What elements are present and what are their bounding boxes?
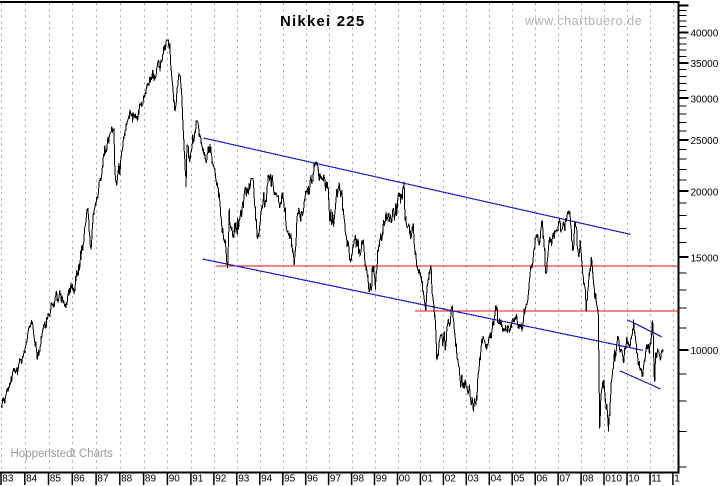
svg-text:30000: 30000 — [691, 94, 719, 105]
svg-text:94: 94 — [261, 474, 273, 485]
svg-text:35000: 35000 — [691, 59, 719, 70]
svg-text:90: 90 — [169, 474, 181, 485]
svg-text:10000: 10000 — [691, 346, 719, 357]
svg-text:02: 02 — [445, 474, 457, 485]
svg-text:40000: 40000 — [691, 29, 719, 40]
svg-text:Hoppenstedt Charts: Hoppenstedt Charts — [11, 448, 114, 460]
svg-text:www.chartbuero.de: www.chartbuero.de — [524, 14, 642, 28]
svg-text:08: 08 — [582, 474, 594, 485]
svg-text:00: 00 — [399, 474, 411, 485]
svg-text:84: 84 — [26, 474, 38, 485]
svg-text:91: 91 — [192, 474, 204, 485]
svg-text:20000: 20000 — [691, 187, 719, 198]
svg-text:92: 92 — [215, 474, 227, 485]
svg-text:98: 98 — [353, 474, 365, 485]
svg-text:85: 85 — [50, 474, 62, 485]
svg-text:97: 97 — [330, 474, 342, 485]
svg-text:03: 03 — [468, 474, 480, 485]
svg-text:25000: 25000 — [691, 136, 719, 147]
svg-text:Nikkei 225: Nikkei 225 — [280, 13, 365, 30]
svg-text:15000: 15000 — [691, 253, 719, 264]
svg-text:01: 01 — [422, 474, 434, 485]
svg-text:04: 04 — [491, 474, 503, 485]
svg-text:07: 07 — [559, 474, 571, 485]
svg-text:11: 11 — [651, 474, 662, 485]
svg-text:86: 86 — [74, 474, 86, 485]
svg-text:05: 05 — [514, 474, 526, 485]
svg-text:83: 83 — [2, 474, 14, 485]
svg-text:010: 010 — [605, 474, 622, 485]
svg-text:10: 10 — [628, 474, 640, 485]
svg-text:89: 89 — [145, 474, 157, 485]
svg-text:06: 06 — [537, 474, 549, 485]
svg-text:87: 87 — [97, 474, 109, 485]
svg-text:88: 88 — [121, 474, 133, 485]
svg-text:96: 96 — [307, 474, 319, 485]
svg-text:93: 93 — [238, 474, 250, 485]
svg-text:99: 99 — [376, 474, 388, 485]
svg-text:1: 1 — [674, 474, 680, 485]
svg-text:95: 95 — [284, 474, 296, 485]
